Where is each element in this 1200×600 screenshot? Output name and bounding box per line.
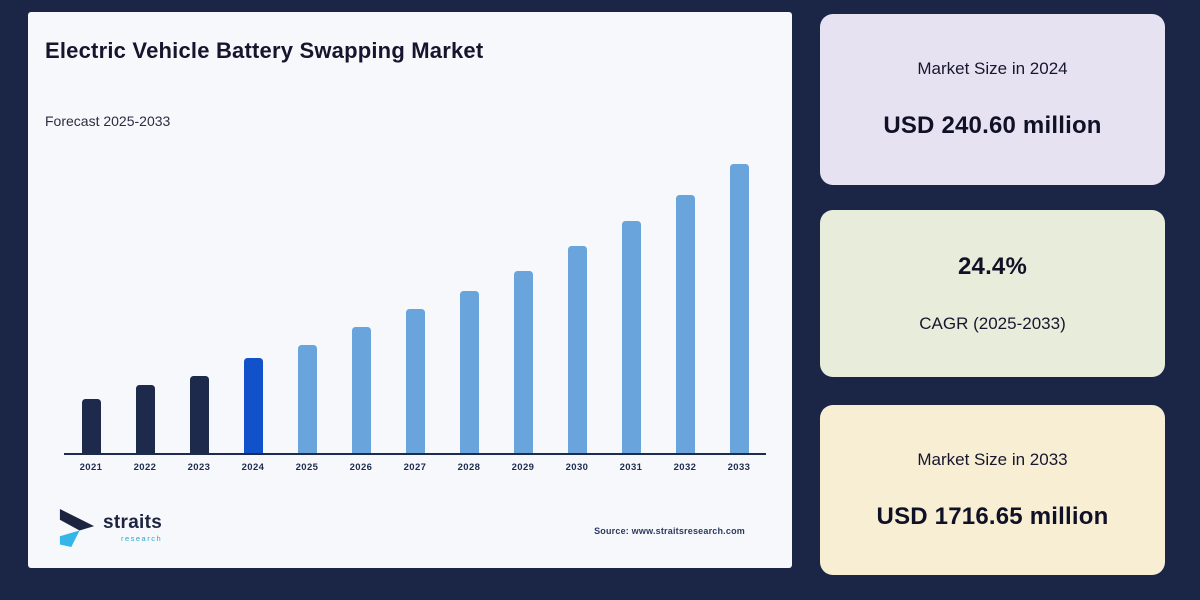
stat-label: Market Size in 2033 [917, 449, 1068, 469]
logo-sub-wordmark: research [120, 534, 163, 543]
bar-column [550, 162, 604, 453]
bar-2030 [567, 246, 587, 453]
bar-column [604, 162, 658, 453]
bar-column [658, 162, 712, 453]
x-axis-label-2032: 2032 [673, 462, 697, 473]
bar-2033 [729, 164, 749, 453]
bar-2031 [621, 221, 641, 453]
bar-2025 [297, 345, 317, 453]
logo-wordmark: straits [103, 512, 163, 533]
bar-chart: 2021 2022 2023 2024 2025 2026 2027 2028 2029 2030… [64, 162, 766, 473]
stat-value: USD 240.60 million [883, 112, 1102, 139]
x-axis-label-2029: 2029 [511, 462, 535, 473]
logo-text-block: straits research [103, 513, 162, 543]
bar-column [334, 162, 388, 453]
stat-value: USD 1716.65 million [876, 502, 1109, 530]
chart-card: Electric Vehicle Battery Swapping Market… [28, 12, 792, 568]
stats-column: Market Size in 2024 USD 240.60 million C… [820, 0, 1165, 600]
panel-cagr: CAGR (2025-2033) 24.4% [820, 210, 1165, 377]
x-axis-label-2026: 2026 [349, 462, 373, 473]
bar-column [388, 162, 442, 453]
stat-value: 24.4% [957, 253, 1028, 280]
bar-column [442, 162, 496, 453]
x-axis-label-2025: 2025 [295, 462, 319, 473]
panel-market-size-2024: Market Size in 2024 USD 240.60 million [820, 14, 1165, 185]
x-axis-label-2021: 2021 [79, 462, 103, 473]
x-axis-label-2022: 2022 [133, 462, 157, 473]
x-axis-label-2030: 2030 [565, 462, 589, 473]
x-axis-label-2033: 2033 [727, 462, 751, 473]
bar-2022 [135, 385, 155, 453]
page-title: Electric Vehicle Battery Swapping Market [45, 38, 484, 63]
x-axis-label-2031: 2031 [619, 462, 643, 473]
stat-label: Market Size in 2024 [917, 59, 1068, 78]
bar-2027 [405, 309, 425, 453]
x-axis-label-2028: 2028 [457, 462, 481, 473]
bar-2023 [189, 376, 209, 453]
panel-market-size-2033: Market Size in 2033 USD 1716.65 million [820, 405, 1165, 575]
bar-column [64, 162, 118, 453]
bar-2026 [351, 327, 371, 453]
bar-column [712, 162, 766, 453]
x-axis-labels-row: 2021 2022 2023 2024 2025 2026 2027 2028 2029 2030… [64, 462, 766, 473]
bar-column [118, 162, 172, 453]
bar-column [280, 162, 334, 453]
x-axis-line [64, 453, 766, 455]
straits-research-logo: straits research [58, 507, 162, 549]
bar-2024 [243, 358, 263, 453]
stat-label: CAGR (2025-2033) [919, 314, 1066, 333]
bar-column [172, 162, 226, 453]
source-attribution: Source: www.straitsresearch.com [594, 526, 745, 536]
bar-2032 [675, 195, 695, 453]
bars-row [64, 162, 766, 453]
bar-2028 [459, 291, 479, 453]
bar-2021 [81, 399, 101, 453]
bar-2029 [513, 271, 533, 453]
x-axis-label-2023: 2023 [187, 462, 211, 473]
logo-arrow-icon [59, 509, 95, 547]
x-axis-label-2027: 2027 [403, 462, 427, 473]
page-subtitle: Forecast 2025-2033 [45, 113, 171, 129]
bar-column [496, 162, 550, 453]
x-axis-label-2024: 2024 [241, 462, 265, 473]
bar-column [226, 162, 280, 453]
